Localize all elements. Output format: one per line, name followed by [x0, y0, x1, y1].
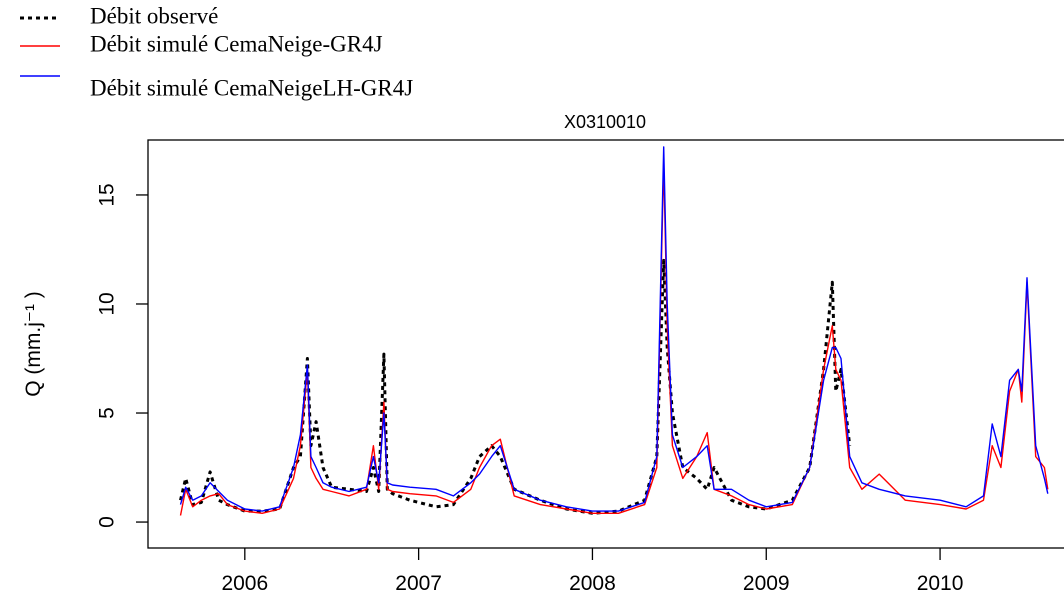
series-line	[179, 258, 852, 515]
y-tick-label: 5	[96, 407, 119, 419]
x-tick-label: 2007	[395, 572, 442, 595]
y-tick-label: 10	[96, 292, 119, 315]
y-tick-label: 15	[96, 183, 119, 206]
series-line	[179, 161, 1049, 516]
x-tick-label: 2010	[917, 572, 964, 595]
plot-frame	[147, 139, 1064, 549]
x-tick-label: 2009	[743, 572, 790, 595]
series-line	[179, 146, 1049, 512]
y-axis-label: Q (mm.j⁻¹ )	[22, 291, 45, 397]
legend-label: Débit simulé CemaNeige-GR4J	[90, 31, 383, 56]
y-tick-label: 0	[96, 516, 119, 528]
legend-label: Débit observé	[90, 3, 218, 28]
x-tick-label: 2006	[221, 572, 268, 595]
x-tick-label: 2008	[569, 572, 616, 595]
legend-label: Débit simulé CemaNeigeLH-GR4J	[90, 75, 413, 100]
chart-title: X0310010	[564, 112, 646, 132]
